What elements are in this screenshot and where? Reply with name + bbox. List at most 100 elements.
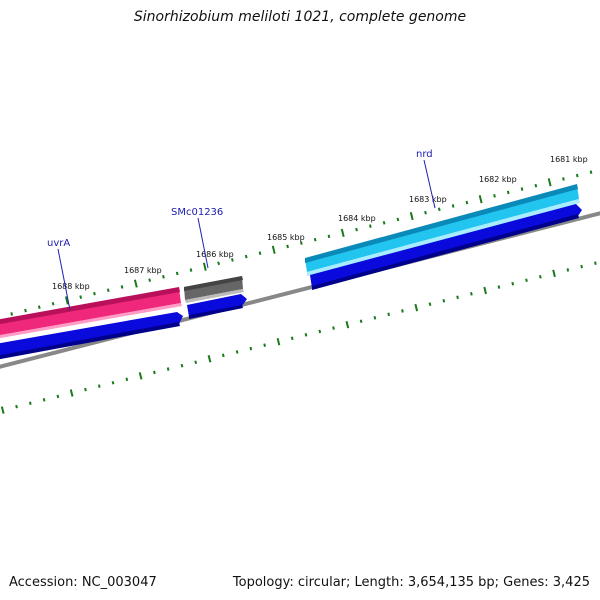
- major-tick: [547, 178, 552, 187]
- minor-tick: [231, 258, 234, 262]
- minor-tick: [562, 177, 565, 181]
- inner-minor-tick: [84, 387, 87, 392]
- gene-labels: uvrA SMc01236 nrd: [47, 149, 436, 311]
- minor-tick: [437, 207, 441, 212]
- minor-tick: [148, 278, 151, 282]
- inner-minor-tick: [304, 333, 308, 337]
- inner-minor-tick: [318, 329, 322, 334]
- tick-label-1687: 1687 kbp: [124, 266, 162, 275]
- inner-minor-tick: [373, 316, 377, 320]
- minor-tick: [313, 237, 317, 242]
- inner-minor-tick: [594, 261, 597, 265]
- tick-label-1682: 1682 kbp: [479, 175, 517, 184]
- inner-minor-tick: [194, 360, 198, 365]
- tick-label-1686: 1686 kbp: [196, 250, 234, 259]
- inner-minor-tick: [15, 404, 18, 409]
- inner-minor-tick: [401, 309, 404, 313]
- tick-label-1685: 1685 kbp: [267, 233, 305, 242]
- major-tick: [340, 228, 345, 238]
- major-tick: [202, 262, 207, 271]
- minor-tick: [10, 312, 14, 316]
- major-tick: [64, 296, 69, 305]
- inner-major-tick: [138, 372, 143, 380]
- minor-tick: [244, 254, 248, 259]
- minor-tick: [93, 291, 96, 296]
- inner-minor-tick: [221, 353, 225, 358]
- inner-minor-tick: [580, 264, 583, 269]
- major-tick: [409, 211, 414, 221]
- minor-tick: [575, 173, 579, 178]
- inner-minor-tick: [249, 346, 253, 351]
- inner-major-tick: [69, 389, 74, 397]
- inner-minor-tick: [470, 292, 473, 296]
- inner-minor-tick: [428, 302, 432, 306]
- minor-tick: [175, 271, 179, 276]
- minor-tick: [162, 274, 165, 279]
- minor-tick: [520, 187, 524, 191]
- minor-tick: [37, 305, 41, 309]
- inner-minor-tick: [538, 275, 542, 279]
- leader-line-SMc01236: [197, 217, 209, 269]
- gene-label-uvrA[interactable]: uvrA: [47, 238, 70, 249]
- tick-label-1683: 1683 kbp: [409, 195, 447, 204]
- minor-tick: [79, 295, 83, 299]
- cds-uvrA[interactable]: [0, 312, 183, 360]
- major-tick: [271, 245, 276, 254]
- leader-line-uvrA: [57, 248, 71, 311]
- inner-minor-tick: [180, 363, 184, 368]
- minor-tick: [506, 190, 510, 195]
- tick-labels: 1681 kbp 1682 kbp 1683 kbp 1684 kbp 1685…: [52, 155, 588, 291]
- minor-tick: [465, 200, 469, 205]
- inner-minor-tick: [511, 281, 515, 286]
- inner-minor-ticks: [0, 261, 597, 414]
- inner-minor-tick: [359, 319, 363, 324]
- genome-title: Sinorhizobium meliloti 1021, complete ge…: [133, 9, 467, 25]
- minor-tick: [424, 210, 427, 215]
- inner-major-tick: [276, 337, 281, 346]
- genome-summary-text: Topology: circular; Length: 3,654,135 bp…: [232, 575, 590, 590]
- minor-tick: [258, 251, 262, 255]
- inner-minor-tick: [263, 343, 266, 347]
- inner-minor-tick: [28, 401, 32, 406]
- gene-label-SMc01236[interactable]: SMc01236: [171, 207, 223, 218]
- minor-tick: [534, 183, 538, 188]
- outer-ticks: [10, 170, 593, 316]
- minor-tick: [189, 268, 193, 272]
- inner-minor-tick: [566, 268, 570, 272]
- inner-minor-tick: [125, 377, 129, 382]
- cds-nrd[interactable]: [310, 204, 582, 290]
- minor-tick: [589, 170, 593, 174]
- inner-minor-tick: [497, 285, 501, 289]
- inner-minor-tick: [166, 367, 170, 371]
- minor-tick: [217, 261, 220, 266]
- major-tick: [133, 279, 138, 288]
- major-tick: [478, 195, 483, 204]
- inner-minor-tick: [442, 298, 446, 303]
- tick-label-1688: 1688 kbp: [52, 282, 90, 291]
- cds-SMc01236[interactable]: [187, 294, 247, 319]
- inner-minor-tick: [332, 326, 335, 330]
- leader-line-nrd: [423, 159, 436, 209]
- inner-minor-tick: [456, 295, 459, 300]
- inner-minor-tick: [235, 350, 239, 354]
- gene-nrd[interactable]: [305, 184, 580, 276]
- minor-tick: [300, 241, 303, 245]
- gene-uvrA[interactable]: [0, 287, 182, 339]
- inner-minor-tick: [153, 370, 156, 375]
- gene-label-nrd[interactable]: nrd: [416, 149, 433, 160]
- inner-major-tick: [552, 269, 556, 278]
- minor-tick: [106, 288, 110, 293]
- inner-minor-tick: [42, 398, 46, 402]
- inner-major-tick: [345, 320, 350, 329]
- minor-tick: [24, 308, 27, 313]
- tick-label-1681: 1681 kbp: [550, 155, 588, 164]
- inner-major-tick: [483, 286, 487, 295]
- minor-tick: [120, 285, 124, 289]
- inner-minor-tick: [387, 312, 391, 317]
- minor-tick: [327, 234, 331, 239]
- minor-tick: [355, 227, 358, 232]
- gene-SMc01236[interactable]: [184, 276, 244, 303]
- minor-tick: [493, 194, 496, 198]
